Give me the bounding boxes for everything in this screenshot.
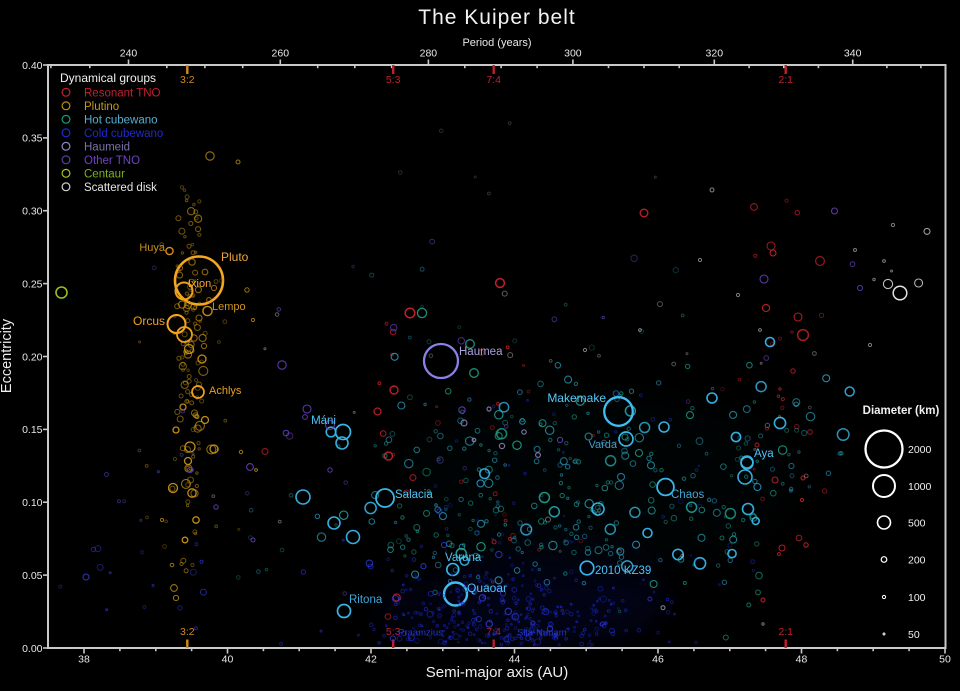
svg-text:46: 46 xyxy=(652,653,664,665)
svg-text:Aya: Aya xyxy=(754,448,774,460)
svg-text:Cold cubewano: Cold cubewano xyxy=(84,128,163,140)
svg-text:3:2: 3:2 xyxy=(180,74,195,86)
svg-text:500: 500 xyxy=(908,517,926,529)
svg-text:Ritona: Ritona xyxy=(349,594,383,606)
svg-text:280: 280 xyxy=(420,48,438,60)
svg-text:Ixion: Ixion xyxy=(188,278,211,290)
svg-text:Plutino: Plutino xyxy=(84,101,119,113)
svg-text:44: 44 xyxy=(509,653,521,665)
svg-text:Máni: Máni xyxy=(311,415,336,427)
svg-text:Lempo: Lempo xyxy=(212,301,246,313)
svg-text:0.30: 0.30 xyxy=(22,206,43,218)
svg-text:Scattered disk: Scattered disk xyxy=(84,182,157,194)
svg-text:Haumeid: Haumeid xyxy=(84,141,130,153)
svg-text:0.15: 0.15 xyxy=(22,424,43,436)
svg-text:Resonant TNO: Resonant TNO xyxy=(84,87,161,99)
svg-text:7:4: 7:4 xyxy=(486,74,501,86)
svg-text:38: 38 xyxy=(78,653,90,665)
svg-text:2000: 2000 xyxy=(908,444,932,456)
svg-text:Haumea: Haumea xyxy=(459,346,503,358)
svg-text:260: 260 xyxy=(272,48,290,60)
svg-text:Sila-Nunam: Sila-Nunam xyxy=(517,628,567,639)
svg-text:Eccentricity: Eccentricity xyxy=(0,318,15,393)
svg-text:Chaos: Chaos xyxy=(671,489,704,501)
svg-text:Dynamical groups: Dynamical groups xyxy=(60,71,156,85)
svg-text:The Kuiper belt: The Kuiper belt xyxy=(418,6,575,29)
svg-text:200: 200 xyxy=(908,554,926,566)
svg-text:Varda: Varda xyxy=(588,439,617,451)
svg-text:Other TNO: Other TNO xyxy=(84,155,140,167)
svg-text:Praamzius: Praamzius xyxy=(398,628,443,639)
svg-text:Orcus: Orcus xyxy=(133,314,165,328)
svg-text:300: 300 xyxy=(564,48,582,60)
svg-text:Centaur: Centaur xyxy=(84,168,125,180)
svg-text:Semi-major axis (AU): Semi-major axis (AU) xyxy=(426,664,569,681)
svg-text:Hot cubewano: Hot cubewano xyxy=(84,114,158,126)
svg-text:Huya: Huya xyxy=(139,242,166,254)
svg-text:0.10: 0.10 xyxy=(22,497,43,509)
svg-text:0.35: 0.35 xyxy=(22,133,43,145)
svg-text:0.25: 0.25 xyxy=(22,278,43,290)
svg-text:Achlys: Achlys xyxy=(209,385,242,397)
svg-text:1000: 1000 xyxy=(908,481,932,493)
svg-text:0.05: 0.05 xyxy=(22,570,43,582)
svg-text:320: 320 xyxy=(706,48,724,60)
svg-text:2:1: 2:1 xyxy=(778,74,793,86)
svg-text:240: 240 xyxy=(120,48,138,60)
svg-text:Varuna: Varuna xyxy=(445,552,482,564)
svg-text:40: 40 xyxy=(222,653,234,665)
svg-text:Pluto: Pluto xyxy=(221,250,249,264)
svg-text:Period (years): Period (years) xyxy=(462,37,531,49)
svg-text:340: 340 xyxy=(844,48,862,60)
svg-text:2010 KZ39: 2010 KZ39 xyxy=(595,565,651,577)
svg-text:3:2: 3:2 xyxy=(180,626,195,638)
svg-text:Diameter (km): Diameter (km) xyxy=(863,405,940,417)
svg-text:50: 50 xyxy=(908,629,920,641)
svg-text:48: 48 xyxy=(796,653,808,665)
svg-text:0.00: 0.00 xyxy=(22,643,43,655)
svg-text:100: 100 xyxy=(908,592,926,604)
svg-text:42: 42 xyxy=(365,653,377,665)
svg-text:Salacia: Salacia xyxy=(395,489,433,501)
svg-text:Quaoar: Quaoar xyxy=(467,581,507,595)
svg-text:5:3: 5:3 xyxy=(386,74,401,86)
svg-text:50: 50 xyxy=(939,653,951,665)
svg-text:0.20: 0.20 xyxy=(22,351,43,363)
svg-text:Makemake: Makemake xyxy=(547,391,606,405)
svg-text:0.40: 0.40 xyxy=(22,60,43,72)
svg-text:2:1: 2:1 xyxy=(778,626,793,638)
